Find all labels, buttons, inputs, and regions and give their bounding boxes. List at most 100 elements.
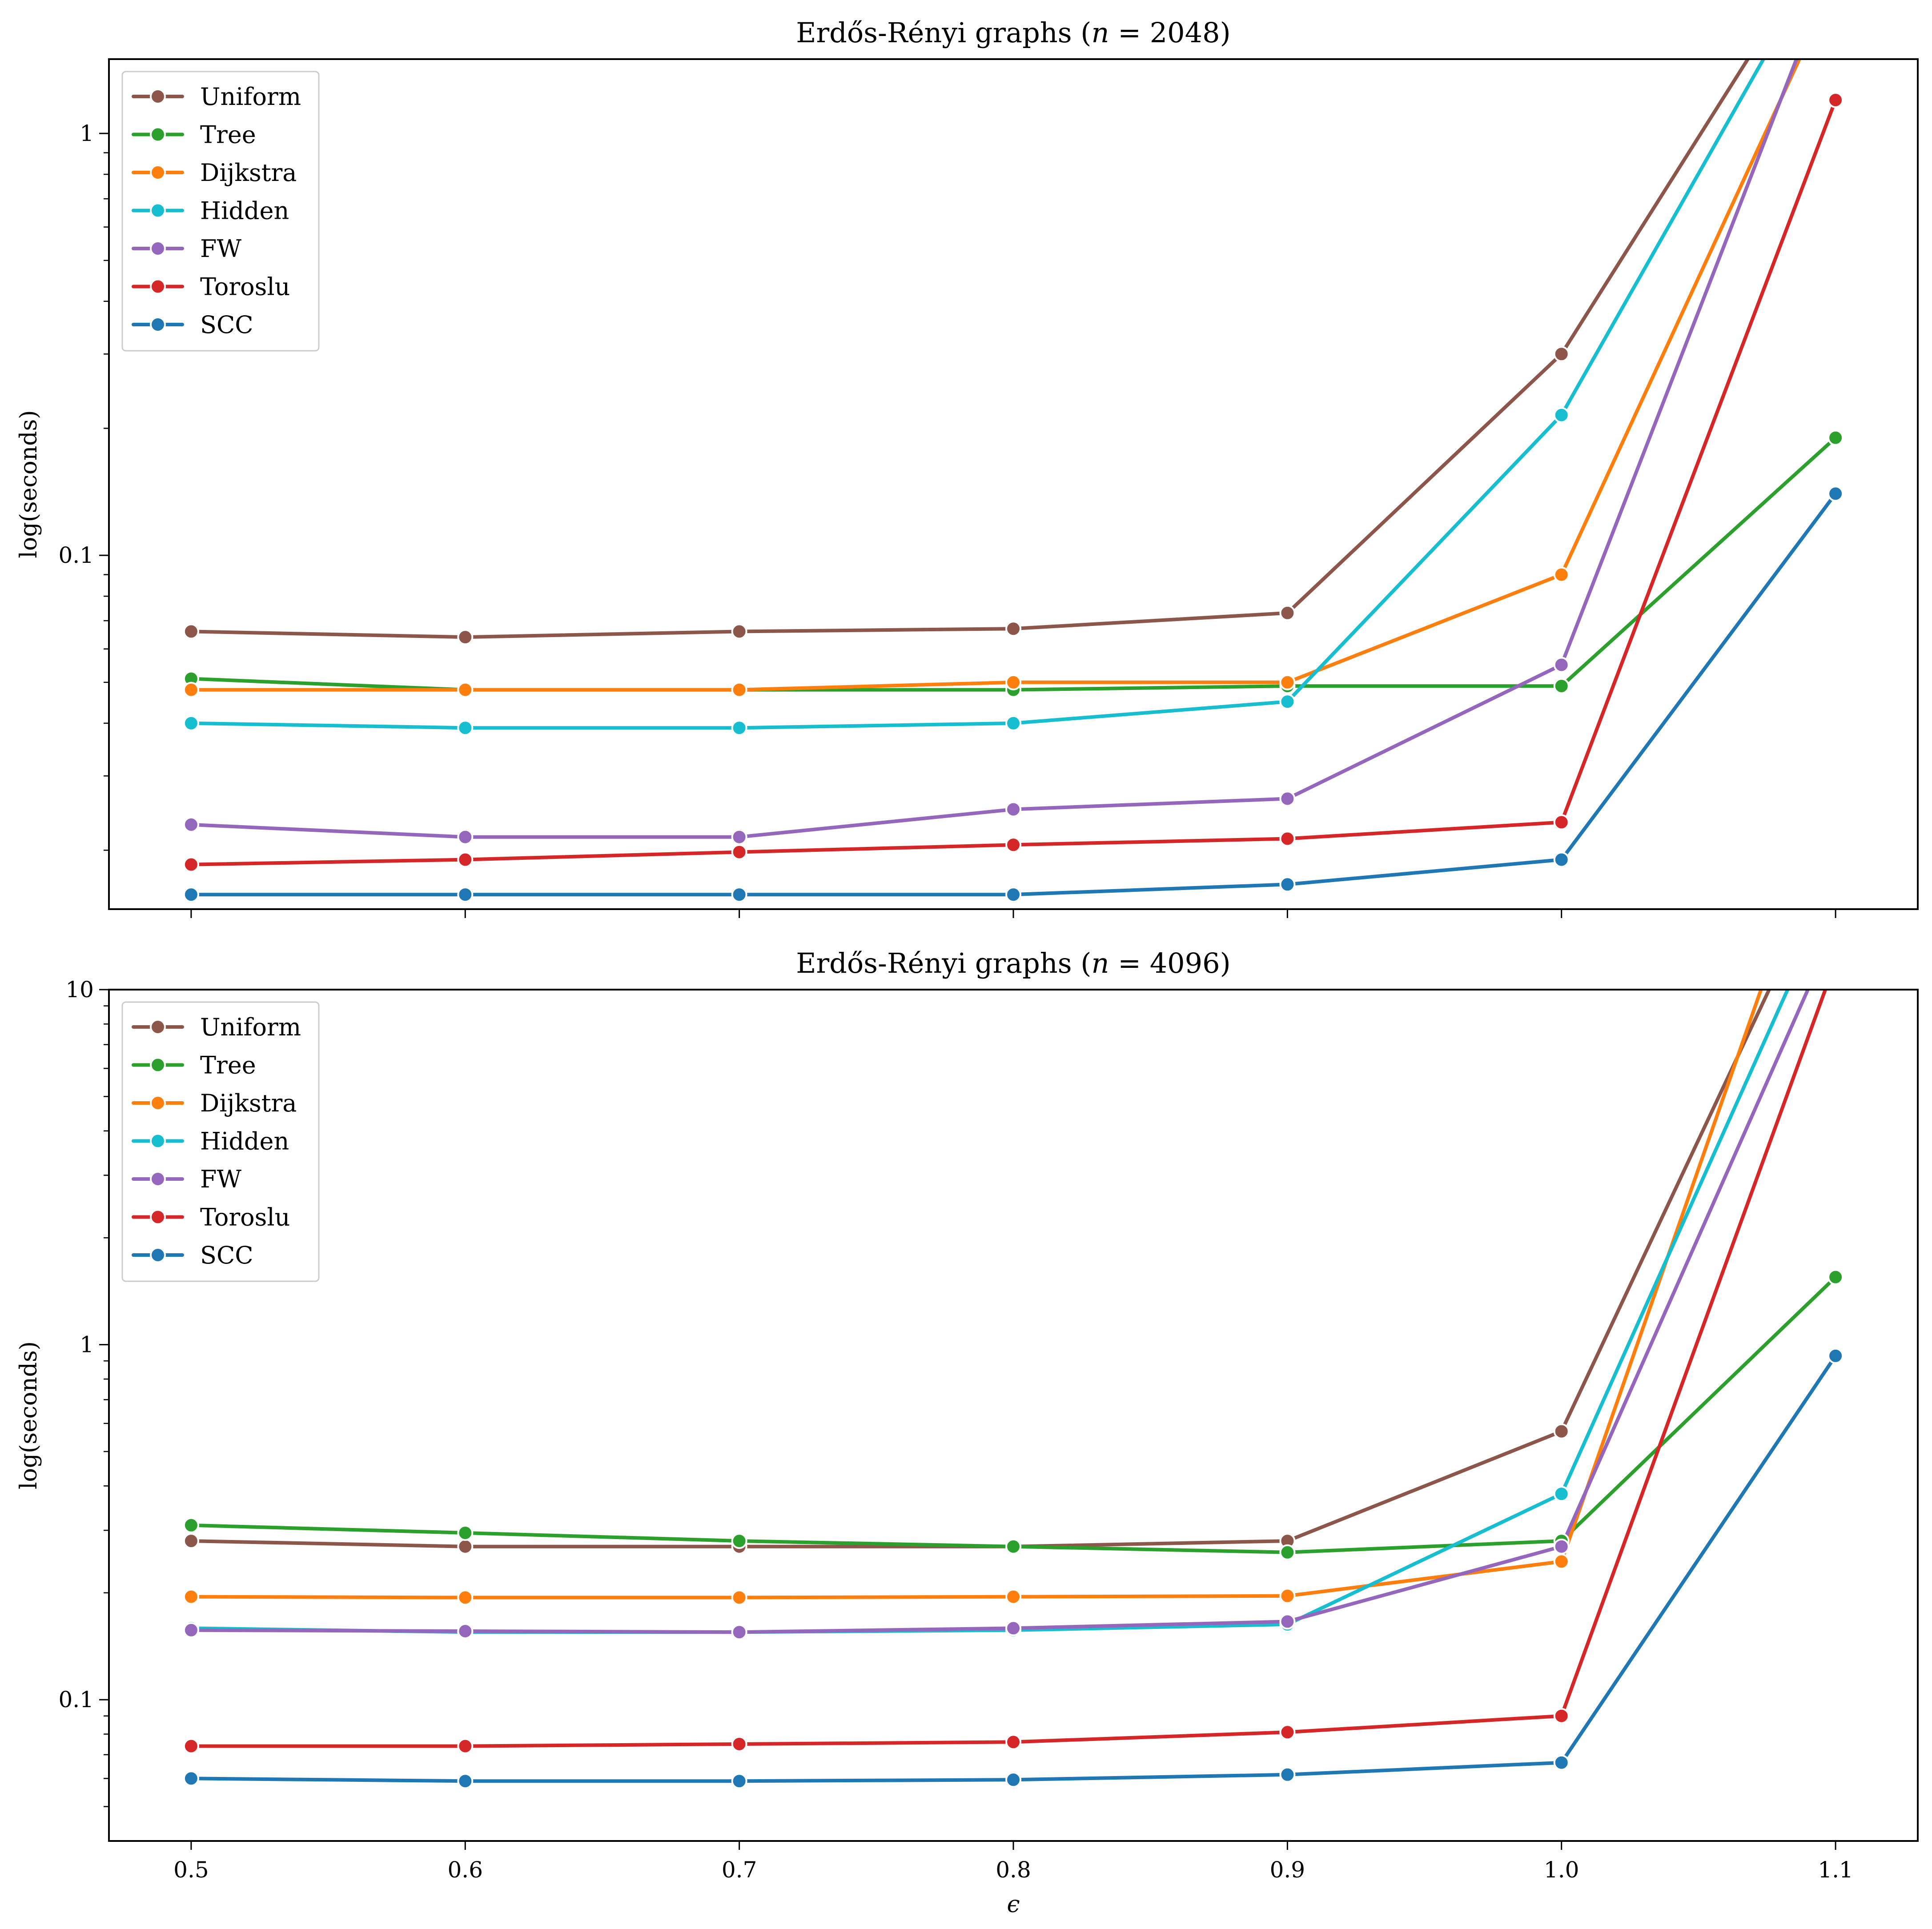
legend-item-hidden: Hidden xyxy=(132,197,289,225)
y-tick-label: 0.1 xyxy=(58,542,94,568)
legend: Uniform Tree Dijkstra Hidden FW Toroslu SCC xyxy=(121,1001,320,1282)
legend-item-scc: SCC xyxy=(132,1241,253,1269)
data-point-hidden xyxy=(1828,876,1843,890)
legend-item-scc: SCC xyxy=(132,311,253,339)
data-point-tree xyxy=(1279,1544,1296,1560)
legend-label-toroslu: Toroslu xyxy=(200,1203,290,1231)
series-line-toroslu xyxy=(189,98,1838,866)
data-point-dijkstra xyxy=(457,1589,474,1606)
data-point-toroslu xyxy=(1279,830,1296,847)
legend-marker-uniform xyxy=(150,1019,166,1035)
legend-item-toroslu: Toroslu xyxy=(132,273,290,301)
data-point-toroslu xyxy=(183,1738,199,1754)
legend-item-tree: Tree xyxy=(132,121,256,149)
data-point-fw xyxy=(1005,1620,1021,1636)
series-line-tree xyxy=(189,1275,1838,1554)
data-point-fw xyxy=(1005,801,1021,818)
data-point-scc xyxy=(1553,1754,1570,1771)
chart-title-prefix: Erdős-Rényi graphs ( xyxy=(796,16,1091,49)
data-point-toroslu xyxy=(1005,1734,1021,1750)
data-point-dijkstra xyxy=(731,1589,747,1606)
data-point-scc xyxy=(1279,876,1296,893)
x-tick-label: 0.7 xyxy=(722,1857,757,1883)
data-point-uniform xyxy=(457,629,474,646)
chart-title-prefix: Erdős-Rényi graphs ( xyxy=(796,947,1091,979)
data-point-uniform xyxy=(1553,346,1570,362)
data-point-fw xyxy=(1279,790,1296,807)
y-axis-label: log(seconds) xyxy=(16,410,42,558)
data-point-fw xyxy=(731,1624,747,1640)
data-point-tree xyxy=(1553,678,1570,694)
data-point-hidden xyxy=(183,715,199,731)
data-point-tree xyxy=(1005,1538,1021,1555)
series-line-dijkstra xyxy=(189,59,1802,692)
x-tick-label: 0.6 xyxy=(448,1857,483,1883)
x-tick-label: 0.8 xyxy=(996,1857,1031,1883)
data-point-scc xyxy=(183,886,199,903)
data-point-dijkstra xyxy=(457,682,474,698)
data-point-dijkstra xyxy=(183,682,199,698)
data-point-toroslu xyxy=(731,844,747,860)
legend-marker-tree xyxy=(150,1057,166,1073)
legend-marker-tree xyxy=(150,126,166,143)
legend-label-toroslu: Toroslu xyxy=(200,273,290,301)
legend-label-uniform: Uniform xyxy=(200,1013,301,1041)
data-point-dijkstra xyxy=(1828,769,1843,783)
legend-label-tree: Tree xyxy=(200,121,256,149)
legend-marker-dijkstra xyxy=(150,1095,166,1111)
data-point-uniform xyxy=(183,623,199,640)
legend-label-fw: FW xyxy=(200,1165,241,1193)
legend-label-hidden: Hidden xyxy=(200,197,289,225)
data-point-fw xyxy=(1553,1538,1570,1555)
x-tick-label: 1.0 xyxy=(1544,1857,1579,1883)
y-tick-label: 1 xyxy=(80,120,94,146)
legend-label-hidden: Hidden xyxy=(200,1127,289,1155)
chart-panel-1: Erdős-Rényi graphs (n = 2048) 0.1 1 log(sec… xyxy=(16,16,1919,918)
y-tick-label: 10 xyxy=(65,977,94,1003)
legend: Uniform Tree Dijkstra Hidden FW Toroslu SCC xyxy=(121,71,320,352)
data-point-uniform xyxy=(1828,841,1843,855)
data-point-scc xyxy=(1005,886,1021,903)
series-line-hidden xyxy=(189,59,1766,730)
data-point-uniform xyxy=(1553,1423,1570,1440)
legend-item-dijkstra: Dijkstra xyxy=(132,1089,297,1117)
data-point-hidden xyxy=(1279,694,1296,710)
data-point-scc xyxy=(731,886,747,903)
legend-item-fw: FW xyxy=(132,1165,241,1193)
legend-marker-scc xyxy=(150,317,166,333)
data-point-dijkstra xyxy=(731,682,747,698)
data-point-uniform xyxy=(731,623,747,640)
chart-title: Erdős-Rényi graphs (n = 4096) xyxy=(796,947,1230,979)
legend-item-tree: Tree xyxy=(132,1051,256,1079)
data-point-toroslu xyxy=(1279,1724,1296,1741)
chart-title: Erdős-Rényi graphs (n = 2048) xyxy=(796,16,1230,49)
data-point-tree xyxy=(457,1525,474,1541)
data-point-uniform xyxy=(1005,621,1021,637)
data-point-scc xyxy=(1005,1772,1021,1788)
axes-frame xyxy=(108,58,1919,910)
data-point-tree xyxy=(1828,1269,1844,1285)
x-tick-label: 1.1 xyxy=(1818,1857,1853,1883)
data-point-tree xyxy=(731,1533,747,1549)
data-point-tree xyxy=(183,1517,199,1533)
legend-item-dijkstra: Dijkstra xyxy=(132,159,297,187)
series-line-hidden xyxy=(189,990,1790,1634)
legend-item-fw: FW xyxy=(132,235,241,263)
chart-title-rest: = 4096) xyxy=(1109,947,1230,979)
data-point-fw xyxy=(1553,657,1570,673)
data-point-hidden xyxy=(731,720,747,736)
series-line-tree xyxy=(189,436,1838,692)
legend-marker-dijkstra xyxy=(150,164,166,180)
data-point-fw xyxy=(457,1623,474,1639)
x-tick-label: 0.9 xyxy=(1270,1857,1305,1883)
legend-label-scc: SCC xyxy=(200,311,253,339)
data-point-hidden xyxy=(1005,715,1021,731)
plot-data xyxy=(183,59,1844,903)
data-point-toroslu xyxy=(1828,92,1844,108)
legend-marker-scc xyxy=(150,1247,166,1263)
legend-label-scc: SCC xyxy=(200,1241,253,1269)
data-point-scc xyxy=(731,1773,747,1789)
y-tick-label: 1 xyxy=(80,1332,94,1358)
data-point-toroslu xyxy=(457,1738,474,1754)
data-point-toroslu xyxy=(1553,814,1570,830)
